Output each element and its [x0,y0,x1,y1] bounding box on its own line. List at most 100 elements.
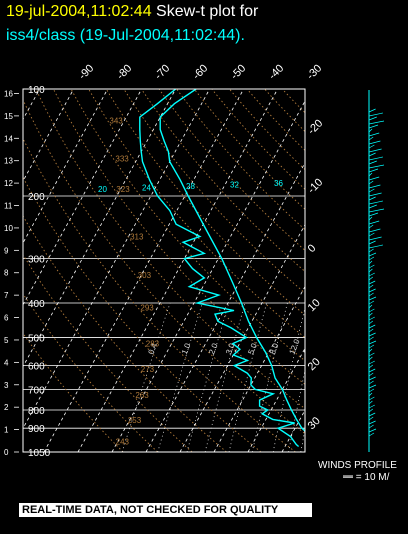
right-temperature-label: 0 [306,242,319,255]
pressure-tick-label: 200 [28,192,45,203]
wind-barb [368,112,383,117]
altitude-tick-label: 13 [4,157,13,166]
pressure-tick-label: 100 [28,85,45,96]
wind-barb [368,228,381,233]
wind-barb [368,116,377,121]
altitude-tick-label: 5 [4,336,9,345]
mixing-ratio-line [272,306,305,452]
pressure-tick-label: 800 [28,406,45,417]
wind-barb [368,296,377,301]
wind-barb [368,288,376,293]
wind-barb [368,368,376,373]
wind-barb [368,124,379,129]
wind-barb [368,192,382,197]
wind-barb [368,416,374,421]
mixing-ratio-label: 16.0 [302,337,316,355]
wind-barb [368,364,374,369]
wind-barb [368,304,373,309]
dry-adiabat-label: 253 [128,416,142,425]
isotherm-line [281,409,305,452]
wind-barb [368,272,375,277]
wind-barb [368,352,375,357]
mixing-ratio-label: 12.0 [288,337,302,355]
wind-barb [368,308,375,313]
winds-scale-label: — = 10 M/ [343,472,390,483]
top-temperature-label: -80 [115,62,135,82]
mixing-ratio-line [228,302,267,452]
wind-barb [368,384,377,389]
altitude-tick-label: 2 [4,403,9,412]
temperature-profile-line [159,89,305,433]
wind-barb [368,312,373,317]
wind-barb [368,232,375,237]
wind-barb [368,128,373,133]
wind-barb [368,344,375,349]
pressure-tick-label: 500 [28,333,45,344]
right-temperature-label: -20 [306,117,326,137]
right-temperature-label: -10 [306,176,326,196]
isotherm-line [23,89,211,430]
wind-barb [368,424,374,429]
wind-barb [368,276,374,281]
wind-barb [368,160,377,165]
dry-adiabat-line [88,89,305,339]
wind-barb [368,256,375,261]
dry-adiabat-label: 243 [116,437,130,446]
wind-barb [368,224,374,229]
wind-barb [368,316,375,321]
quality-notice: REAL-TIME DATA, NOT CHECKED FOR QUALITY [19,503,312,517]
dry-adiabat-label: 343 [109,116,123,125]
dry-adiabat-line [229,89,305,171]
dry-adiabat-line [70,89,305,362]
mixing-ratio-line [251,302,288,452]
isotherm-line [145,162,305,452]
altitude-tick-label: 16 [4,89,13,98]
wind-barb [368,148,382,153]
mixing-ratio-label: 1.0 [180,342,193,356]
wind-barb [368,240,376,245]
wind-barb [368,164,385,169]
dry-adiabat-label: 303 [138,271,152,280]
dry-adiabat-line [105,89,305,316]
pressure-tick-label: 600 [28,362,45,373]
wind-barb [368,404,375,409]
wind-barb [368,300,375,305]
top-temperature-label: -70 [153,62,173,82]
wind-barb [368,376,376,381]
isotherms-layer [23,89,408,452]
isotherm-line [23,89,75,182]
wind-barb [368,332,376,337]
wind-barb [368,176,380,181]
title-line-1: 19-jul-2004,11:02:44 Skew-t plot for [6,3,258,21]
subtitle: iss4/class (19-Jul-2004,11:02:44). [6,27,245,44]
title-suffix: Skew-t plot for [156,3,259,20]
mixing-ratio-label: 5.0 [246,342,259,356]
wind-barb [368,188,375,193]
wind-barb [368,236,382,241]
pressure-tick-label: 400 [28,299,45,310]
mixing-ratio-line [157,302,203,452]
dry-adiabat-line [23,137,296,452]
right-temperature-label: 20 [306,356,323,373]
wind-barb [368,200,383,205]
altitude-tick-label: 7 [4,291,9,300]
dry-adiabat-line [281,89,305,114]
isotherm-line [316,89,408,452]
wind-barb [368,396,375,401]
isotherm-line [77,89,279,452]
mixing-ratio-line [186,302,230,452]
dry-adiabat-line [23,215,227,452]
altitude-tick-label: 14 [4,134,13,143]
wind-barb [368,348,373,353]
wind-barb [368,380,374,385]
pressure-tick-label: 300 [28,255,45,266]
pressure-tick-label: 1050 [28,448,51,459]
wind-barb [368,132,380,137]
dry-adiabat-line [23,292,158,452]
wind-barb [368,340,377,345]
dry-adiabat-line [23,332,124,452]
mixing-ratio-label: 2.0 [207,342,220,356]
wind-barb [368,204,377,209]
wind-barb [368,408,374,413]
